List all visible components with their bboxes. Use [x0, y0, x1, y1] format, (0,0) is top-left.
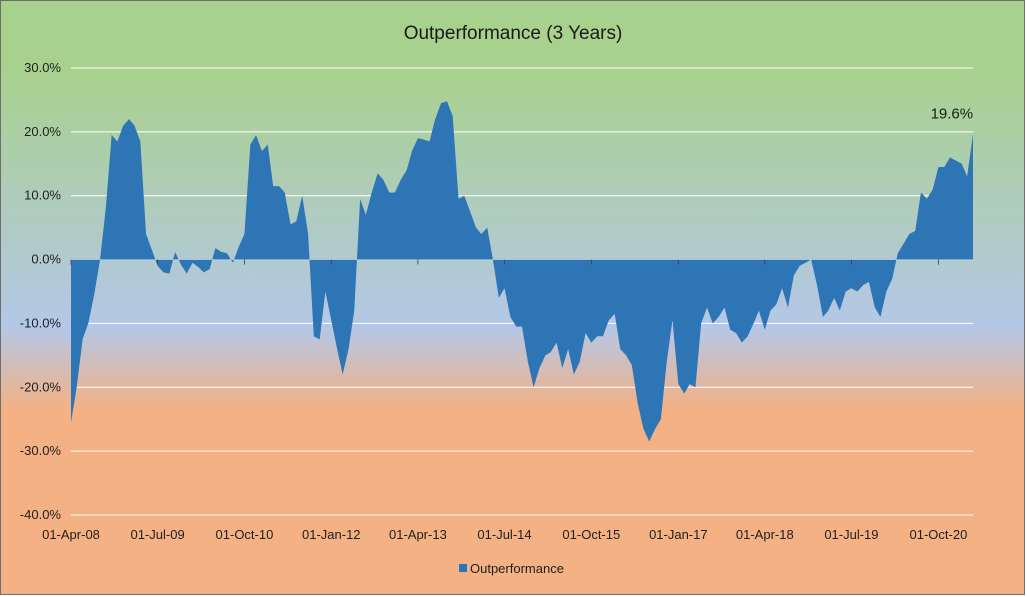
- x-tick-label: 01-Jul-09: [131, 527, 185, 542]
- legend-swatch: [459, 564, 467, 572]
- x-tick-label: 01-Jul-19: [824, 527, 878, 542]
- x-tick-label: 01-Jul-14: [477, 527, 531, 542]
- x-tick-label: 01-Apr-08: [42, 527, 100, 542]
- x-tick-label: 01-Apr-13: [389, 527, 447, 542]
- y-axis: 30.0% 20.0% 10.0% 0.0% -10.0% -20.0% -30.0% -40…: [20, 60, 62, 522]
- y-tick-label: 10.0%: [24, 188, 61, 203]
- y-tick-label: -30.0%: [20, 443, 62, 458]
- x-tick-label: 01-Jan-12: [302, 527, 361, 542]
- x-tick-label: 01-Oct-15: [562, 527, 620, 542]
- y-tick-label: 30.0%: [24, 60, 61, 75]
- x-tick-label: 01-Oct-20: [910, 527, 968, 542]
- y-tick-label: 0.0%: [31, 252, 61, 267]
- x-tick-label: 01-Oct-10: [216, 527, 274, 542]
- legend-label: Outperformance: [470, 561, 564, 576]
- y-tick-label: 20.0%: [24, 124, 61, 139]
- y-tick-label: -20.0%: [20, 379, 62, 394]
- y-tick-label: -10.0%: [20, 315, 62, 330]
- x-tick-label: 01-Jan-17: [649, 527, 708, 542]
- x-tick-label: 01-Apr-18: [736, 527, 794, 542]
- x-axis: 01-Apr-08 01-Jul-09 01-Oct-10 01-Jan-12 01-A…: [42, 259, 968, 542]
- y-tick-label: -40.0%: [20, 507, 62, 522]
- last-value-label: 19.6%: [931, 105, 974, 122]
- gridlines: [71, 67, 973, 516]
- series-area-outperformance: [71, 101, 973, 442]
- series-area-group: [71, 101, 973, 442]
- chart-title: Outperformance (3 Years): [404, 23, 623, 44]
- legend: Outperformance: [459, 561, 564, 576]
